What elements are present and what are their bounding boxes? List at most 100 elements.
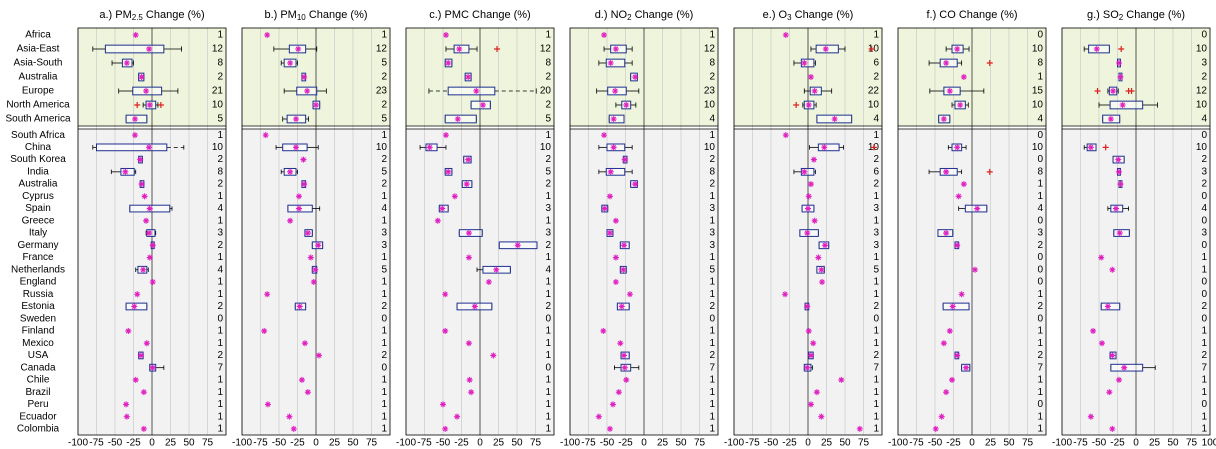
count-label: 12 [1196,86,1208,97]
mean-marker [149,364,156,371]
count-label: 2 [381,179,387,190]
mean-marker [134,291,141,298]
mean-marker [600,327,607,334]
count-label: 1 [545,338,551,349]
count-label: 1 [545,424,551,435]
count-label: 1 [381,277,387,288]
mean-marker [138,74,145,80]
count-label: 1 [1037,72,1043,83]
count-label: 3 [873,203,879,214]
count-label: 10 [376,142,388,153]
mean-marker [954,144,961,151]
count-label: 1 [709,130,715,141]
mean-marker [465,254,472,261]
count-label: 1 [1037,326,1043,337]
title-text: c.) PMC Change (%) [429,9,530,21]
mean-marker [946,327,953,334]
mean-marker [946,88,953,94]
count-label: 5 [545,114,551,125]
count-label: 0 [1037,130,1043,141]
mean-marker [811,217,818,224]
mean-marker [615,389,622,396]
panel-frame [569,27,719,436]
count-label: 0 [1037,30,1043,41]
count-label: 1 [1201,338,1207,349]
mean-marker [623,376,630,383]
count-label: 2 [1201,72,1207,83]
count-label: 1 [873,30,879,41]
mean-marker [514,242,521,249]
mean-marker [485,279,492,285]
mean-marker [141,193,148,200]
row-label: Canada [20,362,55,373]
row-label: Sweden [20,313,56,324]
count-label: 15 [1032,86,1044,97]
mean-marker [1087,144,1094,151]
count-label: 1 [873,399,879,410]
count-label: 1 [1037,338,1043,349]
mean-marker [146,230,153,237]
mean-marker [304,389,311,396]
mean-marker [287,217,294,224]
mean-marker [473,88,480,94]
mean-marker [621,156,628,163]
mean-marker [1090,327,1097,334]
mean-marker [454,413,461,420]
mean-marker [954,352,961,359]
count-label: 0 [545,313,551,324]
count-label: 0 [1201,191,1207,202]
x-tick-label: 75 [366,438,378,449]
count-label: 2 [1037,301,1043,312]
mean-marker [298,376,305,383]
count-label: 1 [381,399,387,410]
count-label: 1 [1037,179,1043,190]
count-label: 1 [1037,387,1043,398]
count-label: 5 [381,114,387,125]
mean-marker [307,254,314,261]
count-label: 3 [381,240,387,251]
mean-marker [138,181,145,188]
mean-marker [954,46,961,52]
count-label: 1 [217,130,223,141]
count-label: 1 [709,277,715,288]
count-label: 10 [1032,44,1044,55]
count-label: 2 [217,240,223,251]
panel-frame [897,27,1047,436]
row-label: Africa [25,30,51,41]
panel-title: d.) NO2 Change (%) [595,9,694,22]
x-tick-label: -50 [272,438,287,449]
mean-marker [264,32,271,38]
mean-marker [601,132,608,139]
count-label: 0 [1037,252,1043,263]
mean-marker [1117,181,1124,188]
row-label: Ecuador [19,411,57,422]
mean-marker [601,32,608,38]
mean-marker [1115,156,1122,163]
count-label: 1 [545,130,551,141]
mean-marker [131,116,138,122]
x-tick-label: 25 [821,438,833,449]
mean-marker [1106,389,1113,396]
x-tick-label: 50 [1003,438,1015,449]
count-label: 1 [217,338,223,349]
x-tick-label: 100 [1202,438,1216,449]
mean-marker [442,132,449,139]
mean-marker [131,132,138,139]
panel-frame [405,27,555,436]
mean-marker [813,389,820,396]
mean-marker [610,144,617,151]
count-label: 3 [709,240,715,251]
count-label: 1 [1201,252,1207,263]
x-tick-label: 0 [805,438,811,449]
x-tick-label: 50 [511,438,523,449]
mean-marker [856,425,863,432]
mean-marker [146,254,153,261]
count-label: 1 [545,191,551,202]
mean-marker [261,327,268,334]
title-text: e.) O [763,9,788,21]
count-label: 1 [1037,191,1043,202]
mean-marker [451,193,458,200]
count-label: 1 [217,252,223,263]
title-sub: 2 [627,13,632,22]
count-label: 1 [381,375,387,386]
